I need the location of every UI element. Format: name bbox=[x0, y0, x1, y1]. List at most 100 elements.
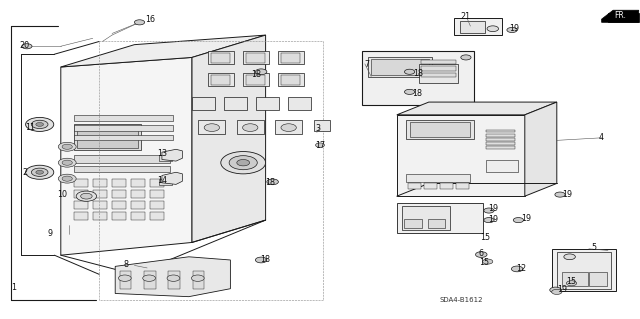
Circle shape bbox=[461, 55, 471, 60]
Bar bbox=[159, 155, 172, 161]
Circle shape bbox=[281, 124, 296, 131]
Circle shape bbox=[62, 176, 72, 181]
Bar bbox=[211, 53, 230, 63]
Bar bbox=[486, 142, 515, 145]
Circle shape bbox=[566, 281, 577, 286]
Bar bbox=[131, 179, 145, 187]
Polygon shape bbox=[162, 149, 182, 161]
Bar bbox=[208, 73, 234, 86]
Bar bbox=[486, 146, 515, 149]
Text: 21: 21 bbox=[461, 12, 471, 21]
Bar bbox=[288, 97, 311, 110]
Circle shape bbox=[191, 275, 204, 281]
Circle shape bbox=[81, 193, 92, 199]
Polygon shape bbox=[602, 10, 639, 22]
Circle shape bbox=[237, 160, 250, 166]
Text: 10: 10 bbox=[58, 190, 68, 199]
Circle shape bbox=[31, 120, 48, 129]
Circle shape bbox=[36, 122, 44, 126]
Circle shape bbox=[26, 165, 54, 179]
Circle shape bbox=[134, 20, 145, 25]
Bar bbox=[74, 190, 88, 198]
Bar bbox=[131, 190, 145, 198]
Bar bbox=[408, 183, 421, 189]
Bar bbox=[74, 179, 88, 187]
Circle shape bbox=[58, 174, 76, 183]
Circle shape bbox=[487, 26, 499, 32]
Bar bbox=[112, 190, 126, 198]
Circle shape bbox=[229, 156, 257, 170]
Polygon shape bbox=[162, 172, 182, 184]
Bar bbox=[93, 190, 107, 198]
Text: 19: 19 bbox=[509, 24, 519, 33]
Bar bbox=[421, 66, 456, 71]
Text: 19: 19 bbox=[488, 204, 498, 213]
Bar bbox=[256, 97, 279, 110]
Bar bbox=[278, 73, 304, 86]
Circle shape bbox=[243, 124, 258, 131]
Text: 17: 17 bbox=[315, 141, 325, 150]
Circle shape bbox=[22, 44, 32, 49]
Bar bbox=[397, 203, 483, 233]
Bar bbox=[419, 64, 458, 83]
Bar bbox=[131, 212, 145, 220]
Bar bbox=[246, 53, 265, 63]
Circle shape bbox=[58, 158, 76, 167]
Text: 12: 12 bbox=[516, 264, 526, 273]
Bar bbox=[74, 212, 88, 220]
Bar bbox=[421, 60, 456, 64]
Bar bbox=[208, 51, 234, 64]
Bar bbox=[562, 272, 588, 286]
Text: 18: 18 bbox=[266, 178, 276, 187]
Bar bbox=[150, 179, 164, 187]
Circle shape bbox=[511, 266, 523, 272]
Bar bbox=[424, 183, 437, 189]
Polygon shape bbox=[608, 13, 639, 22]
Polygon shape bbox=[525, 102, 557, 196]
Text: 19: 19 bbox=[521, 214, 531, 223]
Polygon shape bbox=[192, 35, 266, 242]
Circle shape bbox=[62, 160, 72, 165]
Text: 3: 3 bbox=[316, 124, 321, 133]
Circle shape bbox=[484, 218, 494, 223]
Circle shape bbox=[255, 257, 267, 263]
Text: 18: 18 bbox=[413, 69, 423, 78]
Circle shape bbox=[552, 289, 562, 294]
Circle shape bbox=[316, 143, 324, 147]
Bar bbox=[552, 249, 616, 291]
Circle shape bbox=[204, 124, 220, 131]
Bar bbox=[557, 252, 611, 289]
Polygon shape bbox=[61, 35, 266, 67]
Circle shape bbox=[564, 254, 575, 260]
Bar bbox=[243, 73, 269, 86]
Text: 2: 2 bbox=[22, 168, 28, 177]
Circle shape bbox=[58, 142, 76, 151]
Bar bbox=[159, 179, 172, 185]
Circle shape bbox=[484, 208, 494, 213]
Bar bbox=[74, 115, 173, 121]
Bar bbox=[131, 201, 145, 209]
Circle shape bbox=[476, 252, 487, 257]
Circle shape bbox=[550, 287, 561, 293]
Text: 5: 5 bbox=[591, 243, 596, 252]
Circle shape bbox=[404, 89, 415, 94]
Bar bbox=[406, 120, 474, 139]
Bar bbox=[112, 201, 126, 209]
Circle shape bbox=[167, 275, 180, 281]
Circle shape bbox=[143, 275, 156, 281]
Bar bbox=[589, 272, 607, 286]
Bar bbox=[198, 120, 225, 134]
Polygon shape bbox=[115, 257, 230, 297]
Bar bbox=[406, 174, 470, 182]
Text: 18: 18 bbox=[260, 256, 270, 264]
Bar bbox=[281, 53, 300, 63]
Text: 8: 8 bbox=[124, 260, 129, 269]
Text: 18: 18 bbox=[252, 70, 262, 79]
Bar bbox=[120, 271, 131, 289]
Bar bbox=[243, 51, 269, 64]
Bar bbox=[168, 271, 180, 289]
Circle shape bbox=[483, 259, 493, 264]
Bar bbox=[486, 138, 515, 141]
Text: 16: 16 bbox=[145, 15, 156, 24]
Bar bbox=[428, 219, 445, 228]
